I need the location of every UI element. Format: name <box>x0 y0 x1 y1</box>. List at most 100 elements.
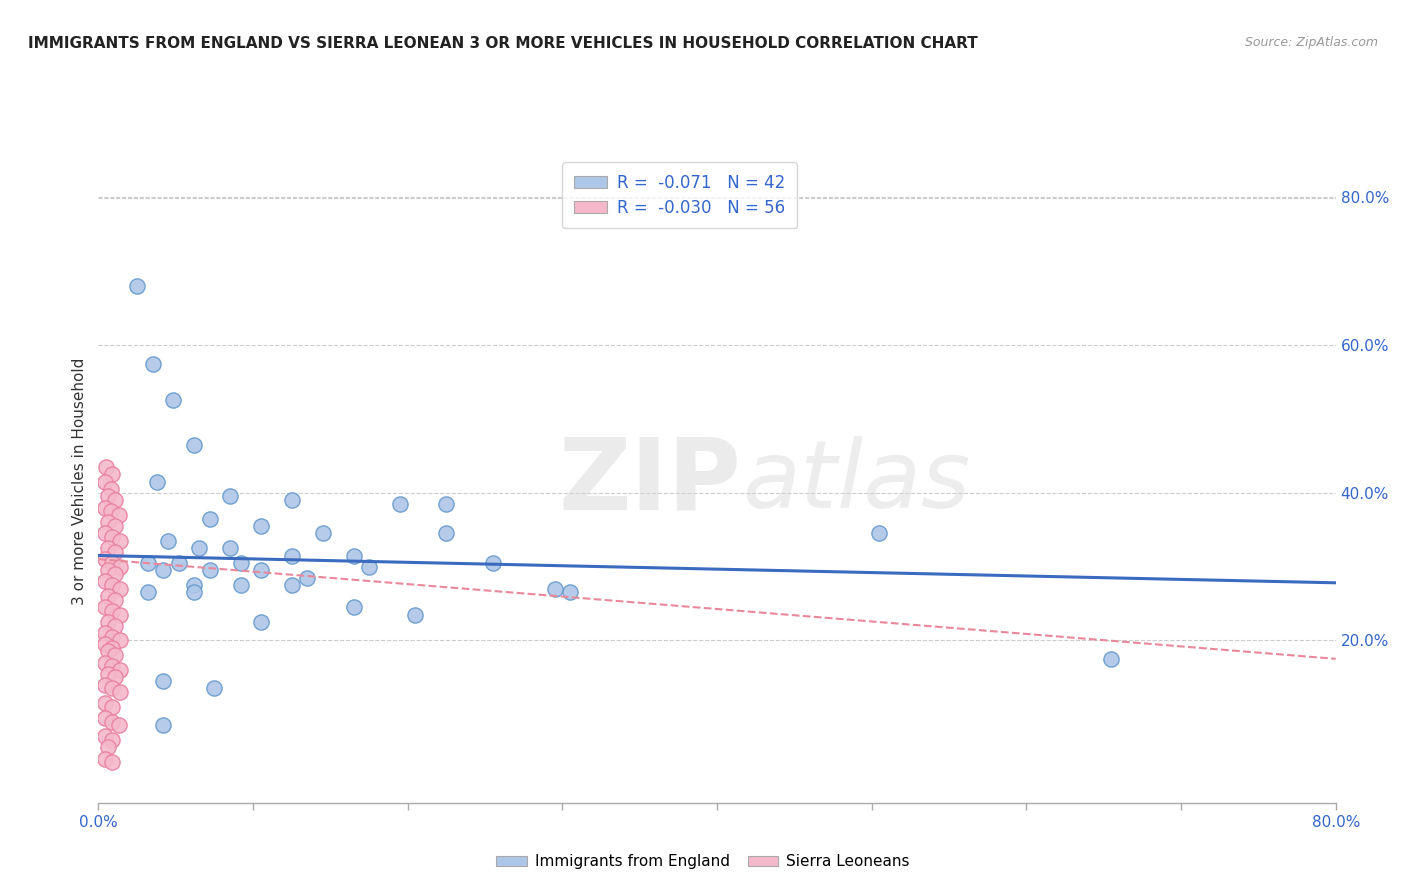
Point <box>167 556 190 570</box>
Point <box>436 526 458 541</box>
Point <box>250 563 273 577</box>
Point <box>146 475 169 489</box>
Point <box>183 438 205 452</box>
Point <box>97 666 120 681</box>
Point <box>229 556 252 570</box>
Point <box>108 533 131 548</box>
Point <box>198 511 221 525</box>
Point <box>281 549 304 563</box>
Point <box>219 490 242 504</box>
Point <box>162 393 184 408</box>
Point <box>388 497 412 511</box>
Text: Source: ZipAtlas.com: Source: ZipAtlas.com <box>1244 36 1378 49</box>
Point <box>93 526 115 541</box>
Point <box>93 475 115 489</box>
Point <box>101 640 124 655</box>
Point <box>101 578 124 592</box>
Point <box>97 644 120 658</box>
Point <box>108 633 131 648</box>
Point <box>127 279 149 293</box>
Point <box>183 585 205 599</box>
Point <box>93 500 115 515</box>
Point <box>157 533 180 548</box>
Point <box>297 571 319 585</box>
Point <box>101 733 124 747</box>
Point <box>101 714 124 729</box>
Point <box>97 615 120 629</box>
Point <box>152 718 174 732</box>
Point <box>101 681 124 696</box>
Point <box>93 696 115 710</box>
Point <box>188 541 211 555</box>
Point <box>108 663 131 677</box>
Point <box>100 504 122 518</box>
Point <box>1099 652 1122 666</box>
Point <box>97 516 120 530</box>
Point <box>93 711 115 725</box>
Point <box>100 482 122 496</box>
Point <box>108 685 131 699</box>
Text: atlas: atlas <box>742 436 970 527</box>
Point <box>183 578 205 592</box>
Point <box>481 556 505 570</box>
Point <box>97 490 120 504</box>
Point <box>204 681 226 696</box>
Point <box>104 618 127 632</box>
Point <box>93 637 115 651</box>
Point <box>108 559 131 574</box>
Point <box>104 566 127 581</box>
Point <box>93 626 115 640</box>
Point <box>93 552 115 566</box>
Text: IMMIGRANTS FROM ENGLAND VS SIERRA LEONEAN 3 OR MORE VEHICLES IN HOUSEHOLD CORREL: IMMIGRANTS FROM ENGLAND VS SIERRA LEONEA… <box>28 36 977 51</box>
Point <box>104 648 127 662</box>
Point <box>343 600 366 615</box>
Text: ZIP: ZIP <box>560 434 742 530</box>
Point <box>96 459 118 474</box>
Point <box>108 582 131 596</box>
Point <box>97 589 120 603</box>
Point <box>101 755 124 769</box>
Point <box>152 673 174 688</box>
Point <box>436 497 458 511</box>
Point <box>136 556 159 570</box>
Point <box>104 592 127 607</box>
Point <box>97 563 120 577</box>
Point <box>405 607 427 622</box>
Point <box>104 493 127 508</box>
Point <box>869 526 891 541</box>
Point <box>93 600 115 615</box>
Point <box>560 585 582 599</box>
Point <box>101 659 124 673</box>
Point <box>107 508 129 522</box>
Point <box>97 740 120 755</box>
Point <box>93 751 115 765</box>
Point <box>93 730 115 744</box>
Point <box>281 578 304 592</box>
Point <box>250 519 273 533</box>
Point <box>104 519 127 533</box>
Point <box>93 678 115 692</box>
Point <box>101 467 124 482</box>
Point <box>93 656 115 670</box>
Y-axis label: 3 or more Vehicles in Household: 3 or more Vehicles in Household <box>72 358 87 606</box>
Point <box>101 630 124 644</box>
Point <box>312 526 335 541</box>
Point <box>250 615 273 629</box>
Point <box>101 699 124 714</box>
Legend: Immigrants from England, Sierra Leoneans: Immigrants from England, Sierra Leoneans <box>491 848 915 875</box>
Point <box>93 574 115 589</box>
Point <box>97 541 120 555</box>
Point <box>101 530 124 544</box>
Point <box>229 578 252 592</box>
Point <box>357 559 380 574</box>
Point <box>543 582 565 596</box>
Legend: R =  -0.071   N = 42, R =  -0.030   N = 56: R = -0.071 N = 42, R = -0.030 N = 56 <box>562 162 797 228</box>
Point <box>142 357 165 371</box>
Point <box>104 545 127 559</box>
Point <box>107 718 129 732</box>
Point <box>104 670 127 684</box>
Point <box>101 604 124 618</box>
Point <box>281 493 304 508</box>
Point <box>219 541 242 555</box>
Point <box>343 549 366 563</box>
